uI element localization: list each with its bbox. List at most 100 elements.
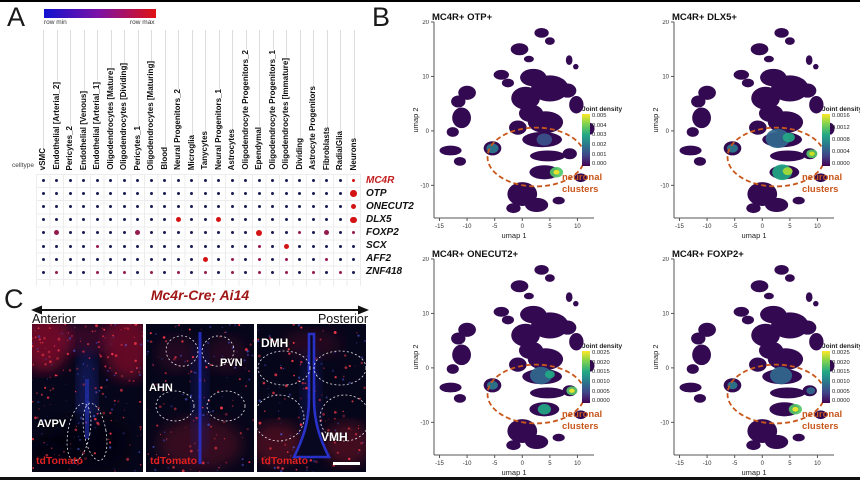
expression-dot bbox=[190, 257, 193, 261]
expression-dot bbox=[122, 231, 126, 235]
expression-dot bbox=[136, 257, 139, 261]
micrograph-dmh-vmh-image bbox=[257, 324, 366, 472]
expression-dot bbox=[203, 205, 207, 209]
region-label-ahn: AHN bbox=[149, 382, 173, 394]
expression-dot bbox=[122, 205, 126, 209]
expression-dot bbox=[95, 192, 99, 196]
expression-dot bbox=[203, 231, 207, 235]
expression-dot bbox=[109, 179, 112, 182]
expression-dot bbox=[325, 179, 328, 182]
dotplot: celltype vSMC Endothelial [Arterial_2] Per… bbox=[12, 26, 414, 288]
expression-dot bbox=[163, 192, 166, 196]
umap-plot: 20 10 0 -10 -15 -10 -5 0 5 10 umap 1 umap 2 bbox=[651, 257, 835, 477]
expression-dot bbox=[109, 270, 112, 274]
svg-text:-15: -15 bbox=[435, 224, 444, 230]
expression-dot bbox=[217, 205, 220, 209]
celltype-column-label: Neural Progenitors_2 bbox=[173, 89, 182, 170]
expression-dot bbox=[122, 257, 126, 261]
column-gridline bbox=[164, 30, 166, 168]
expression-dot bbox=[149, 192, 153, 196]
joint-density-legend: Joint density 0.005 0.004 0.003 0.002 0.001 0.… bbox=[582, 106, 628, 168]
expression-dot bbox=[136, 179, 139, 182]
expression-dot bbox=[95, 218, 99, 222]
dotplot-column-labels: vSMC Endothelial [Arterial_2] Pericytes_2 E… bbox=[36, 26, 360, 170]
expression-dot bbox=[95, 231, 99, 235]
celltype-column-label: Fibroblasts bbox=[321, 126, 331, 170]
legend-tick: 0.0004 bbox=[832, 149, 850, 156]
tdtomato-label: tdTomato bbox=[36, 455, 84, 467]
celltype-column-label: Oligodendrocyte Progenitors_1 bbox=[267, 50, 277, 170]
region-label-pvn: PVN bbox=[220, 357, 243, 369]
column-gridline bbox=[259, 30, 260, 168]
expression-dot bbox=[41, 270, 45, 274]
expression-dot bbox=[338, 218, 342, 222]
umap-panel-onecut2: MC4R+ ONECUT2+ 20 10 0 -10 -15 -10 -5 0 5 10 umap 1… bbox=[392, 243, 630, 477]
svg-text:20: 20 bbox=[422, 20, 429, 26]
svg-text:-10: -10 bbox=[660, 183, 669, 189]
expression-dot bbox=[255, 229, 263, 237]
gene-row-label: FOXP2 bbox=[366, 226, 399, 238]
expression-dot bbox=[163, 270, 166, 274]
svg-text:-5: -5 bbox=[492, 224, 498, 230]
svg-text:10: 10 bbox=[814, 461, 821, 467]
umap-panel-otp: MC4R+ OTP+ 20 10 0 -10 -15 -10 -5 0 5 10 umap 1 umap… bbox=[392, 6, 630, 242]
column-gridline bbox=[43, 30, 44, 168]
expression-dot bbox=[55, 270, 58, 274]
column-gridline bbox=[205, 30, 206, 168]
umap-title: MC4R+ ONECUT2+ bbox=[432, 249, 519, 260]
umap-title: MC4R+ DLX5+ bbox=[672, 12, 737, 23]
legend-title: Joint density bbox=[822, 106, 860, 113]
expression-dot bbox=[257, 270, 261, 274]
expression-dot bbox=[230, 244, 234, 248]
joint-density-legend: Joint density 0.0016 0.0012 0.0008 0.0004 0.0… bbox=[822, 106, 860, 168]
expression-dot bbox=[190, 244, 193, 248]
expression-dot bbox=[176, 244, 180, 248]
svg-text:0: 0 bbox=[426, 366, 430, 372]
expression-dot bbox=[41, 218, 45, 222]
expression-dot bbox=[244, 179, 247, 182]
expression-dot bbox=[271, 192, 274, 196]
celltype-column-label: RadialGlia bbox=[335, 130, 344, 170]
expression-dot bbox=[325, 244, 328, 248]
expression-dot bbox=[41, 257, 45, 261]
expression-dot bbox=[55, 192, 58, 196]
panel-b-letter: B bbox=[372, 2, 391, 32]
svg-text:umap 1: umap 1 bbox=[501, 468, 526, 477]
expression-dot bbox=[271, 231, 274, 235]
expression-dot bbox=[338, 257, 342, 261]
expression-dot bbox=[82, 192, 85, 196]
celltype-column-label: Blood bbox=[159, 147, 169, 170]
expression-dot bbox=[190, 205, 193, 209]
expression-dot bbox=[149, 231, 153, 235]
celltype-column-label: Neurons bbox=[348, 137, 358, 170]
neuronal-clusters-annotation: neuronal clusters bbox=[802, 409, 843, 432]
expression-dot bbox=[311, 205, 315, 209]
expression-dot bbox=[298, 192, 301, 196]
expression-dot bbox=[55, 179, 58, 182]
expression-dot bbox=[82, 179, 85, 182]
svg-text:-10: -10 bbox=[703, 224, 712, 230]
expression-dot bbox=[338, 205, 342, 209]
gene-row-label: ZNF418 bbox=[366, 266, 403, 278]
dotplot-grid bbox=[36, 174, 361, 286]
svg-text:0: 0 bbox=[426, 129, 430, 135]
anterior-posterior-arrow bbox=[31, 305, 369, 315]
expression-dot bbox=[55, 244, 58, 248]
viridis-colorbar bbox=[822, 351, 830, 403]
expression-dot bbox=[244, 218, 247, 222]
expression-dot bbox=[122, 270, 126, 274]
expression-dot bbox=[311, 179, 315, 182]
svg-text:umap 2: umap 2 bbox=[651, 344, 660, 369]
expression-dot bbox=[311, 218, 315, 222]
panel-c-letter: C bbox=[4, 284, 24, 314]
expression-dot bbox=[190, 231, 193, 235]
legend-tick: 0.0016 bbox=[832, 113, 850, 119]
legend-tick: 0.0000 bbox=[592, 398, 610, 405]
svg-text:-5: -5 bbox=[732, 461, 738, 467]
gene-row-label: AFF2 bbox=[366, 253, 391, 265]
expression-dot bbox=[271, 244, 274, 248]
celltype-column-label: Oligodendrocytes [Immature] bbox=[281, 58, 290, 170]
expression-dot bbox=[109, 192, 112, 196]
expression-dot bbox=[82, 257, 85, 261]
expression-dot bbox=[41, 179, 45, 182]
